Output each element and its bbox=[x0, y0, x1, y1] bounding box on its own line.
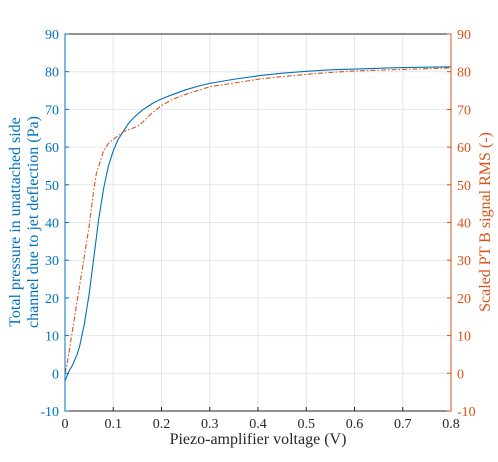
y-right-tick-label: 40 bbox=[457, 217, 471, 232]
y-right-tick-label: 20 bbox=[457, 292, 471, 307]
y-left-tick-label: 20 bbox=[45, 292, 59, 307]
y-left-tick-label: 50 bbox=[45, 179, 59, 194]
x-tick-label: 0.3 bbox=[201, 417, 219, 432]
x-tick-label: 0.2 bbox=[153, 417, 171, 432]
y-axis-right-label: Scaled PT B signal RMS (-) bbox=[477, 132, 494, 312]
y-right-tick-label: 60 bbox=[457, 141, 471, 156]
x-tick-label: 0.6 bbox=[346, 417, 364, 432]
y-left-tick-label: 70 bbox=[45, 103, 59, 118]
y-left-tick-label: 60 bbox=[45, 141, 59, 156]
y-left-tick-label: 0 bbox=[52, 367, 59, 382]
series-layer bbox=[64, 66, 452, 382]
y-left-tick-label: 30 bbox=[45, 254, 59, 269]
x-tick-label: 0.7 bbox=[394, 417, 412, 432]
y-axis-left-label-line1: Total pressure in unattached side bbox=[7, 117, 24, 326]
y-axis-right-label-text: Scaled PT B signal RMS (-) bbox=[477, 132, 494, 312]
x-tick-label: 0 bbox=[62, 417, 69, 432]
y-right-tick-label: 80 bbox=[457, 66, 471, 81]
x-tick-label: 0.4 bbox=[249, 417, 267, 432]
x-axis-label: Piezo-amplifier voltage (V) bbox=[170, 431, 347, 448]
x-tick-label: 0.1 bbox=[105, 417, 123, 432]
y-left-tick-label: 10 bbox=[45, 330, 59, 345]
series-line-pressure bbox=[64, 66, 452, 382]
y-right-tick-label: 10 bbox=[457, 330, 471, 345]
y-right-tick-label: -10 bbox=[457, 405, 476, 420]
y-axis-left-label-line2: channel due to jet deflection (Pa) bbox=[25, 116, 42, 328]
y-right-tick-label: 50 bbox=[457, 179, 471, 194]
y-left-tick-label: 80 bbox=[45, 66, 59, 81]
x-tick-label: 0.5 bbox=[298, 417, 316, 432]
y-left-tick-label: 90 bbox=[45, 28, 59, 43]
x-tick-label: 0.8 bbox=[442, 417, 460, 432]
grid bbox=[64, 33, 452, 412]
y-right-tick-label: 0 bbox=[457, 367, 464, 382]
y-left-tick-label: -10 bbox=[40, 405, 59, 420]
y-right-tick-label: 70 bbox=[457, 103, 471, 118]
y-right-tick-label: 30 bbox=[457, 254, 471, 269]
y-axis-left-label: Total pressure in unattached side channe… bbox=[7, 116, 42, 328]
y-left-tick-label: 40 bbox=[45, 217, 59, 232]
y-right-tick-label: 90 bbox=[457, 28, 471, 43]
